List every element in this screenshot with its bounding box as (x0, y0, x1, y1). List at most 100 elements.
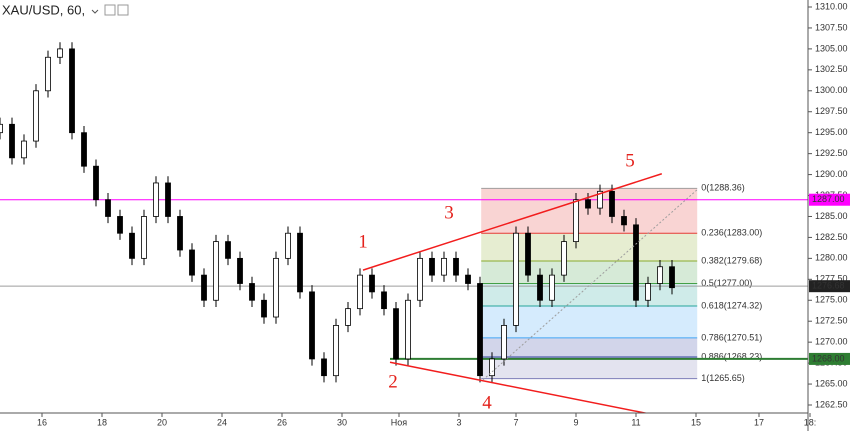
candle-body (441, 257, 447, 276)
candle-body (525, 232, 531, 276)
fib-label: 0.5(1277.00) (701, 278, 752, 288)
x-tick-label: 15 (691, 417, 701, 427)
candle-body (129, 232, 135, 259)
fib-label: 0.382(1279.68) (701, 255, 762, 265)
y-tick-label: 1262.50 (815, 399, 848, 409)
x-tick-label: 16 (37, 417, 47, 427)
x-tick-label: 20 (157, 417, 167, 427)
symbol-title[interactable]: XAU/USD, 60, (2, 2, 85, 17)
fib-band (481, 188, 698, 234)
y-tick-label: 1305.00 (815, 43, 848, 53)
candle-body (405, 299, 411, 360)
candle-body (285, 232, 291, 259)
close-icon[interactable] (117, 4, 129, 16)
x-tick-label: 11 (631, 417, 640, 427)
header-bg (0, 1, 150, 21)
candle-body (153, 182, 159, 217)
candle-body (573, 199, 579, 243)
candle-body (237, 257, 243, 284)
x-tick-label: 18 (97, 417, 107, 427)
axes: 1262.501265.001267.501270.001272.501275.… (37, 1, 850, 427)
candle-body (117, 216, 123, 234)
wave-label: 2 (388, 371, 398, 392)
candle-body (0, 123, 3, 134)
candle-body (309, 291, 315, 360)
price-tag-label: 1268.00 (812, 353, 845, 363)
candle-body (489, 358, 495, 377)
candle-body (369, 274, 375, 293)
y-tick-label: 1290.00 (815, 169, 848, 179)
fib-label: 0.236(1283.00) (701, 228, 762, 238)
x-tick-label: 3 (456, 417, 461, 427)
candle-body (57, 48, 63, 58)
x-tick-label: 30 (337, 417, 347, 427)
candle-body (381, 291, 387, 310)
x-tick-label: 7 (513, 417, 518, 427)
fib-band (481, 337, 698, 357)
settings-icon[interactable] (104, 4, 116, 16)
candle-body (333, 324, 339, 377)
candle-body (165, 182, 171, 217)
y-tick-label: 1270.00 (815, 337, 848, 347)
candle-body (501, 324, 507, 360)
y-tick-label: 1265.00 (815, 378, 848, 388)
candle-body (201, 274, 207, 301)
dropdown-icon[interactable] (91, 9, 99, 14)
candle-body (549, 274, 555, 301)
y-tick-label: 1277.50 (815, 274, 848, 284)
fib-label: 1(1265.65) (701, 373, 745, 383)
candle-body (213, 241, 219, 301)
x-tick-label: 26 (277, 417, 287, 427)
candle-body (537, 274, 543, 301)
candle-body (417, 257, 423, 301)
y-tick-label: 1297.50 (815, 106, 848, 116)
candle-body (669, 266, 675, 289)
candle-body (81, 132, 87, 167)
trendline (389, 361, 649, 413)
candle-body (453, 257, 459, 276)
candle-body (297, 232, 303, 293)
x-tick-label: 9 (573, 417, 578, 427)
y-tick-label: 1307.50 (815, 22, 848, 32)
candle-body (477, 283, 483, 377)
candle-body (585, 199, 591, 209)
fib-band (481, 283, 698, 306)
candle-body (321, 358, 327, 377)
candle-body (141, 216, 147, 259)
y-tick-label: 1295.00 (815, 127, 848, 137)
price-tag (809, 352, 850, 365)
candle-body (597, 190, 603, 209)
y-tick-label: 1285.00 (815, 211, 848, 221)
fib-band (481, 261, 698, 284)
fib-label: 0.786(1270.51) (701, 332, 762, 342)
price-tag (809, 193, 850, 206)
trendline (362, 173, 663, 271)
x-tick-label: 17 (754, 417, 764, 427)
candle-body (105, 199, 111, 217)
y-tick-label: 1310.00 (815, 1, 848, 11)
y-tick-label: 1280.00 (815, 253, 848, 263)
wave-label: 5 (625, 150, 635, 171)
candle-body (345, 308, 351, 326)
price-tag (809, 280, 850, 293)
candle-body (177, 216, 183, 251)
plot-area: 0(1288.36) 0.236(1283.00) 0.382(1279.68) 0.… (0, 42, 808, 413)
wave-label: 1 (358, 231, 368, 252)
candle-body (357, 274, 363, 310)
fib-label: 0.618(1274.32) (701, 300, 762, 310)
candle-body (261, 299, 267, 318)
candle-body (189, 249, 195, 276)
y-tick-label: 1292.50 (815, 148, 848, 158)
candle-body (93, 165, 99, 201)
candle-body (633, 224, 639, 301)
candle-body (429, 257, 435, 276)
candle-body (561, 241, 567, 276)
fib-label: 0(1288.36) (701, 183, 745, 193)
y-tick-label: 1282.50 (815, 232, 848, 242)
fib-label: 0.886(1268.23) (701, 351, 762, 361)
candle-body (609, 190, 615, 217)
price-tag-label: 1276.68 (812, 281, 845, 291)
candle-body (21, 140, 27, 159)
candle-body (513, 232, 519, 326)
